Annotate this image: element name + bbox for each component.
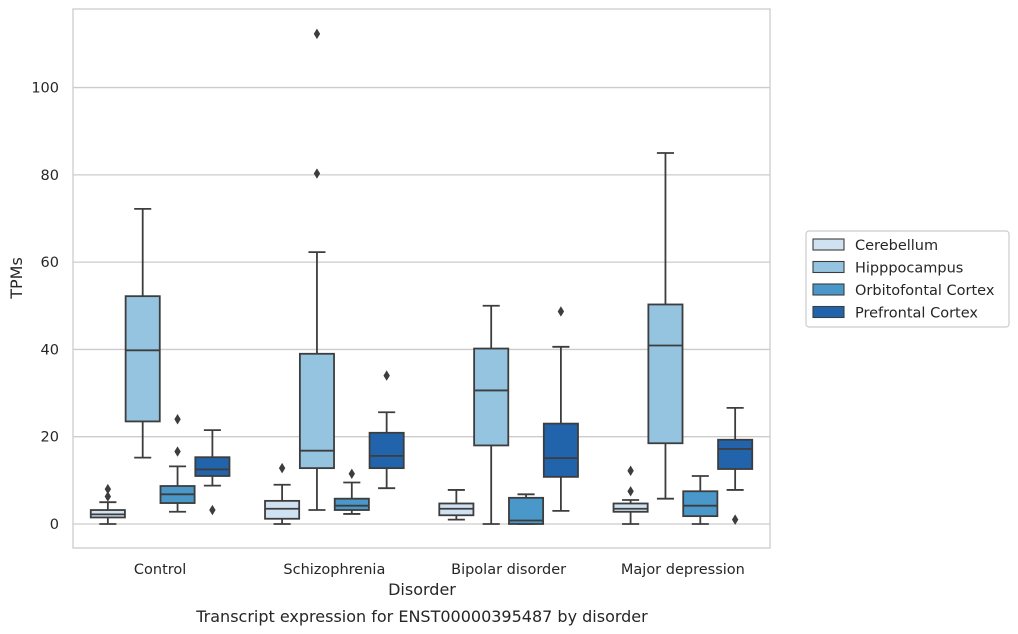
plot-frame (72, 8, 771, 549)
legend-label: Hipppocampus (855, 261, 963, 277)
box-iqr (682, 490, 719, 518)
outlier-point (174, 446, 181, 457)
box-control-prefrontal-cortex (194, 429, 231, 516)
box-iqr (647, 303, 684, 445)
box-bipolar-disorder-cerebellum (438, 489, 475, 521)
y-tick-label-80: 80 (41, 168, 59, 184)
x-axis-label: Disorder (388, 580, 456, 599)
box-iqr (473, 347, 510, 447)
box-iqr (612, 502, 649, 513)
outlier-point (313, 28, 321, 40)
outlier-point (104, 491, 112, 502)
outlier-point (557, 306, 565, 317)
legend-item-hipppocampus: Hipppocampus (812, 260, 963, 277)
outlier-point (348, 468, 355, 480)
box-schizophrenia-hipppocampus (298, 28, 335, 511)
legend-item-orbitofontal-cortex: Orbitofontal Cortex (812, 283, 995, 299)
legend: Cerebellum Hipppocampus Orbitofontal Corte… (805, 230, 1010, 328)
legend-item-prefrontal-cortex: Prefrontal Cortex (812, 305, 978, 322)
plot-area (89, 28, 754, 525)
box-bipolar-disorder-orbitofontal-cortex (508, 493, 545, 525)
outlier-point (209, 504, 216, 516)
y-tick-label-60: 60 (41, 255, 59, 271)
box-iqr (717, 438, 754, 470)
chart-caption: Transcript expression for ENST0000039548… (195, 607, 648, 626)
y-tick-label-40: 40 (41, 342, 59, 358)
box-schizophrenia-orbitofontal-cortex (333, 468, 370, 515)
box-major-depression-orbitofontal-cortex (682, 475, 719, 525)
box-iqr (124, 295, 161, 423)
grid-lines (73, 86, 770, 525)
outlier-point (627, 465, 634, 476)
legend-swatch (812, 238, 845, 251)
box-bipolar-disorder-hipppocampus (473, 304, 510, 525)
box-control-orbitofontal-cortex (159, 414, 196, 513)
legend-label: Cerebellum (855, 238, 938, 254)
x-tick-label-schizophrenia: Schizophrenia (283, 562, 385, 578)
outlier-point (104, 483, 112, 495)
outlier-point (627, 486, 634, 497)
box-iqr (333, 497, 370, 511)
y-tick-label-20: 20 (41, 430, 59, 446)
box-control-cerebellum (89, 483, 126, 525)
legend-swatch (812, 283, 845, 296)
box-iqr (368, 431, 405, 470)
y-tick-label-0: 0 (50, 517, 59, 533)
box-iqr (542, 422, 579, 478)
outlier-point (383, 370, 390, 381)
legend-label: Prefrontal Cortex (855, 306, 978, 322)
legend-swatch (812, 305, 845, 319)
box-major-depression-prefrontal-cortex (717, 407, 754, 525)
legend-box (805, 230, 1010, 328)
outlier-point (174, 414, 181, 425)
y-axis-ticks: 0 20 40 60 80 100 (31, 81, 59, 533)
box-control-hipppocampus (124, 207, 161, 459)
box-iqr (264, 499, 301, 520)
x-tick-label-control: Control (134, 562, 186, 578)
x-tick-label-major-depression: Major depression (621, 562, 745, 578)
box-major-depression-hipppocampus (647, 152, 684, 500)
outlier-point (313, 168, 321, 179)
x-tick-label-bipolar-disorder: Bipolar disorder (451, 562, 566, 578)
y-tick-label-100: 100 (31, 81, 59, 97)
box-schizophrenia-prefrontal-cortex (368, 370, 405, 490)
outlier-point (731, 514, 739, 525)
legend-swatch (812, 260, 845, 274)
outlier-point (278, 462, 286, 474)
box-iqr (298, 352, 335, 470)
box-iqr (194, 456, 231, 477)
box-schizophrenia-cerebellum (264, 462, 301, 525)
box-bipolar-disorder-prefrontal-cortex (542, 306, 579, 512)
x-axis-ticks: Control Schizophrenia Bipolar disorder Majo… (134, 562, 745, 578)
legend-item-cerebellum: Cerebellum (812, 238, 938, 254)
box-major-depression-cerebellum (612, 465, 649, 525)
legend-label: Orbitofontal Cortex (855, 283, 995, 299)
y-axis-label: TPMs (7, 257, 26, 300)
